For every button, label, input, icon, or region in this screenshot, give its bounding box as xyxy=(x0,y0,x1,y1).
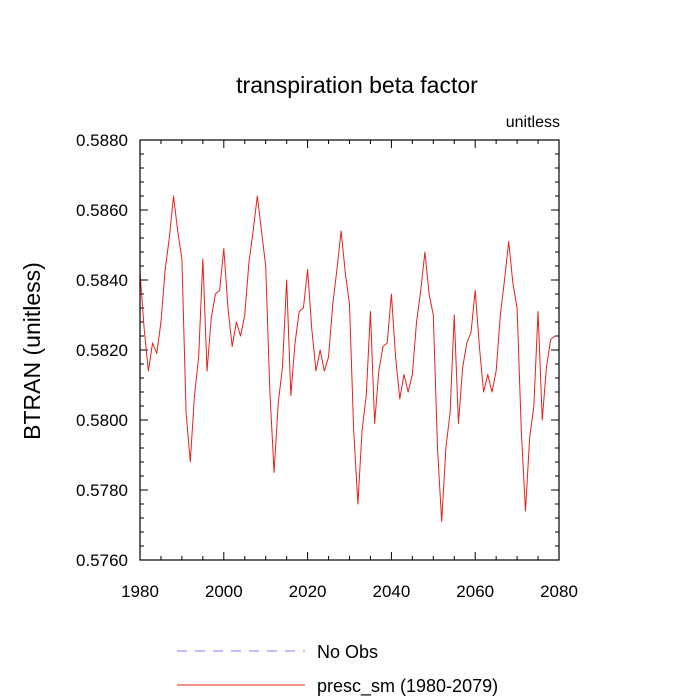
tick-marks xyxy=(139,139,560,561)
chart-title: transpiration beta factor xyxy=(236,72,478,98)
legend-label-no-obs: No Obs xyxy=(317,642,378,662)
x-tick-label: 2000 xyxy=(205,582,243,601)
y-tick-label: 0.5880 xyxy=(76,131,128,150)
y-tick-label: 0.5860 xyxy=(76,201,128,220)
legend: No Obs presc_sm (1980-2079) xyxy=(177,642,498,697)
legend-label-presc-sm: presc_sm (1980-2079) xyxy=(317,676,498,697)
y-tick-label: 0.5840 xyxy=(76,271,128,290)
x-tick-label: 1980 xyxy=(121,582,159,601)
y-tick-label: 0.5800 xyxy=(76,411,128,430)
y-tick-label: 0.5820 xyxy=(76,341,128,360)
tick-labels: 1980 2000 2020 2040 2060 2080 0.5760 0.5780 0.58… xyxy=(76,131,578,601)
series-layer xyxy=(139,195,556,522)
plot-frame xyxy=(139,139,560,561)
units-label: unitless xyxy=(506,114,560,131)
y-axis-label: BTRAN (unitless) xyxy=(19,262,45,440)
series-line-presc-sm xyxy=(139,195,556,522)
x-tick-label: 2040 xyxy=(372,582,410,601)
y-tick-label: 0.5780 xyxy=(76,481,128,500)
x-tick-label: 2080 xyxy=(540,582,578,601)
x-tick-label: 2060 xyxy=(456,582,494,601)
y-tick-label: 0.5760 xyxy=(76,551,128,570)
x-tick-label: 2020 xyxy=(289,582,327,601)
